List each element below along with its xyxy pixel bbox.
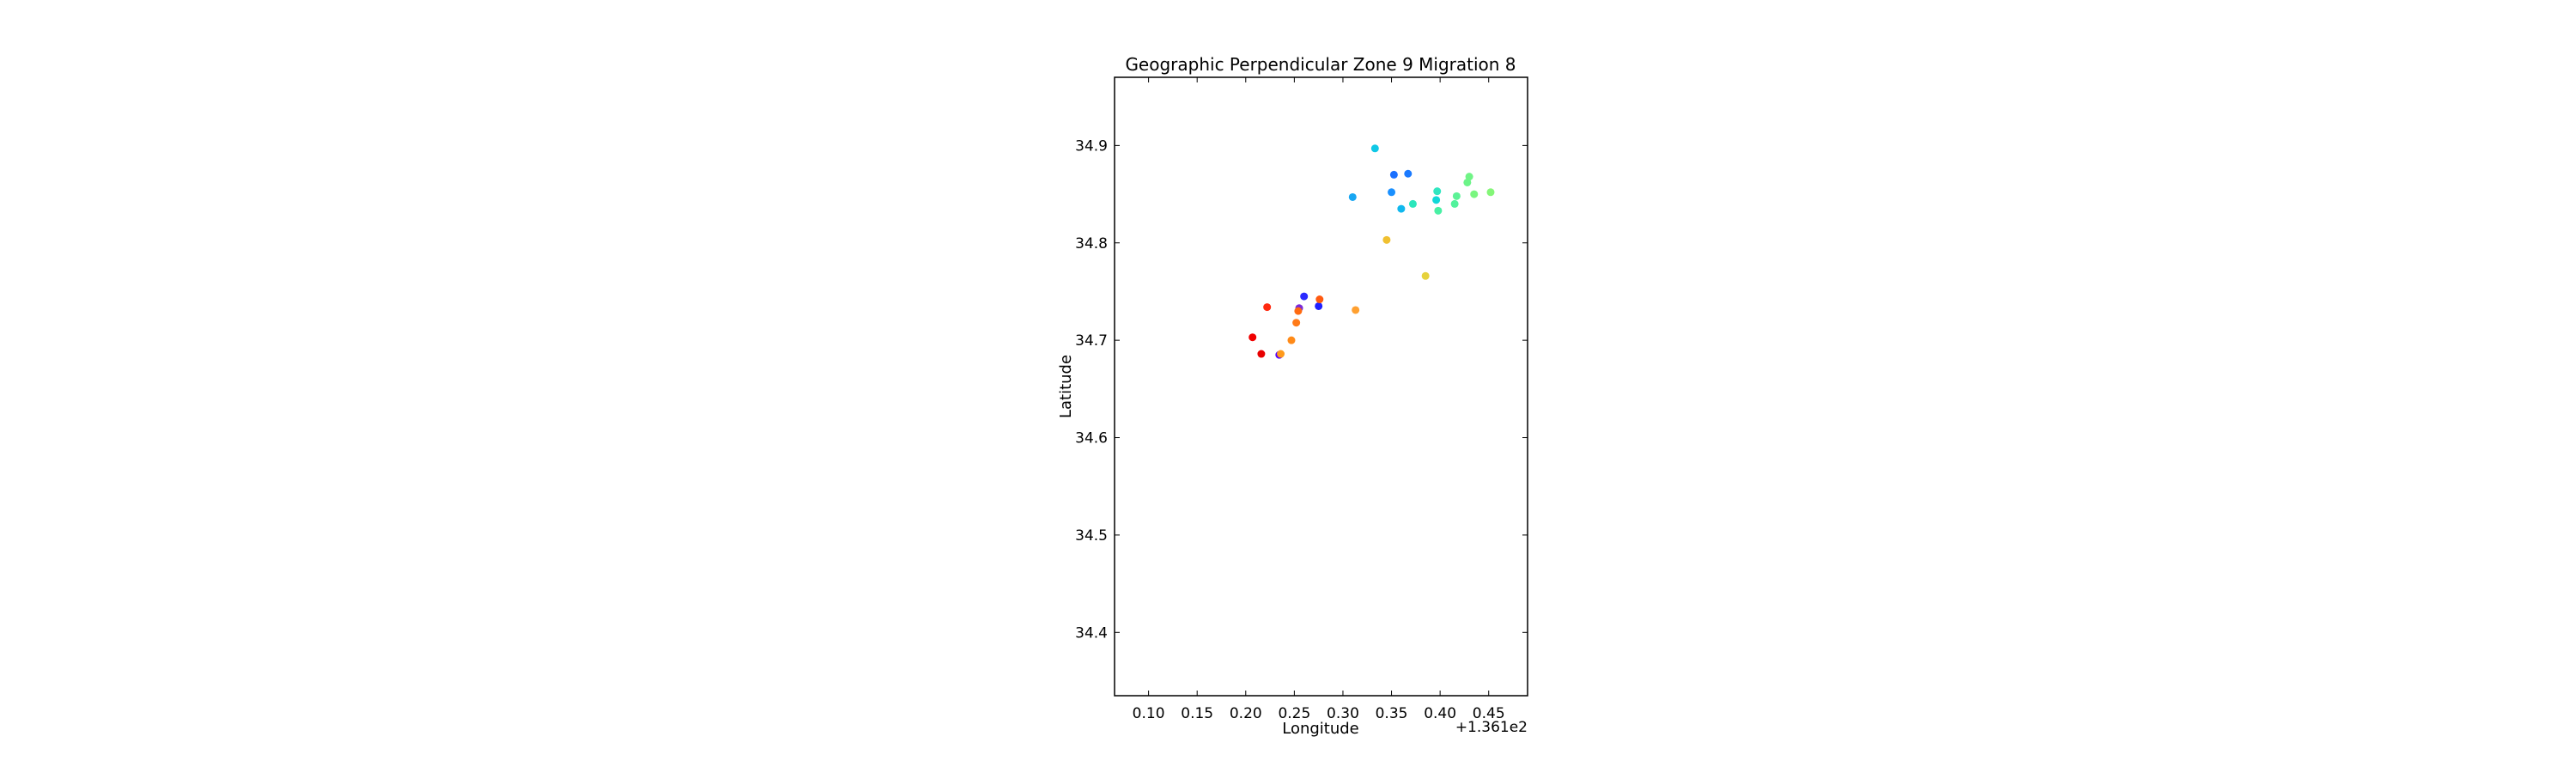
data-point: [1292, 319, 1301, 327]
data-points: [1249, 144, 1495, 359]
data-point: [1434, 206, 1443, 215]
x-tick-label: 0.30: [1327, 705, 1359, 722]
data-point: [1315, 295, 1324, 304]
x-tick-label: 0.20: [1230, 705, 1262, 722]
x-tick-label: 0.25: [1278, 705, 1310, 722]
data-point: [1352, 306, 1360, 314]
x-offset-label: +1.361e2: [1455, 719, 1528, 736]
y-tick-label: 34.6: [1075, 430, 1108, 447]
data-point: [1389, 170, 1398, 179]
data-point: [1486, 188, 1495, 197]
data-point: [1450, 199, 1459, 208]
data-point: [1421, 271, 1430, 280]
y-axis-label: Latitude: [1057, 355, 1075, 418]
data-point: [1287, 336, 1296, 344]
data-point: [1294, 307, 1303, 315]
x-tick-label: 0.35: [1376, 705, 1408, 722]
data-point: [1277, 350, 1285, 358]
x-tick-label: 0.40: [1424, 705, 1456, 722]
data-point: [1249, 333, 1257, 342]
data-point: [1408, 199, 1417, 208]
y-tick-label: 34.4: [1075, 624, 1108, 642]
data-point: [1315, 301, 1323, 310]
x-axis: 0.10 0.15 0.20 0.25 0.30 0.35 0.40 0.45: [1133, 77, 1505, 722]
y-tick-label: 34.9: [1075, 137, 1108, 155]
data-point: [1263, 303, 1272, 312]
data-point: [1452, 192, 1461, 200]
x-tick-label: 0.10: [1133, 705, 1165, 722]
data-point: [1382, 235, 1391, 244]
data-point: [1257, 350, 1266, 358]
chart-title: Geographic Perpendicular Zone 9 Migratio…: [1125, 54, 1516, 75]
data-point: [1465, 173, 1473, 181]
data-point: [1470, 190, 1479, 198]
data-point: [1433, 187, 1442, 196]
data-point: [1300, 292, 1309, 301]
data-point: [1370, 144, 1379, 153]
data-point: [1432, 196, 1441, 204]
y-axis: 34.4 34.5 34.6 34.7 34.8 34.9: [1075, 137, 1528, 642]
x-tick-label: 0.45: [1473, 705, 1505, 722]
data-point: [1397, 204, 1406, 213]
data-point: [1463, 178, 1472, 186]
x-axis-label: Longitude: [1282, 720, 1359, 738]
data-point: [1348, 192, 1357, 201]
y-tick-label: 34.7: [1075, 332, 1108, 350]
data-point: [1388, 188, 1396, 197]
data-point: [1404, 169, 1413, 178]
x-tick-label: 0.15: [1181, 705, 1213, 722]
plot-area-frame: [1114, 76, 1528, 697]
y-tick-label: 34.8: [1075, 235, 1108, 253]
y-tick-label: 34.5: [1075, 527, 1108, 545]
